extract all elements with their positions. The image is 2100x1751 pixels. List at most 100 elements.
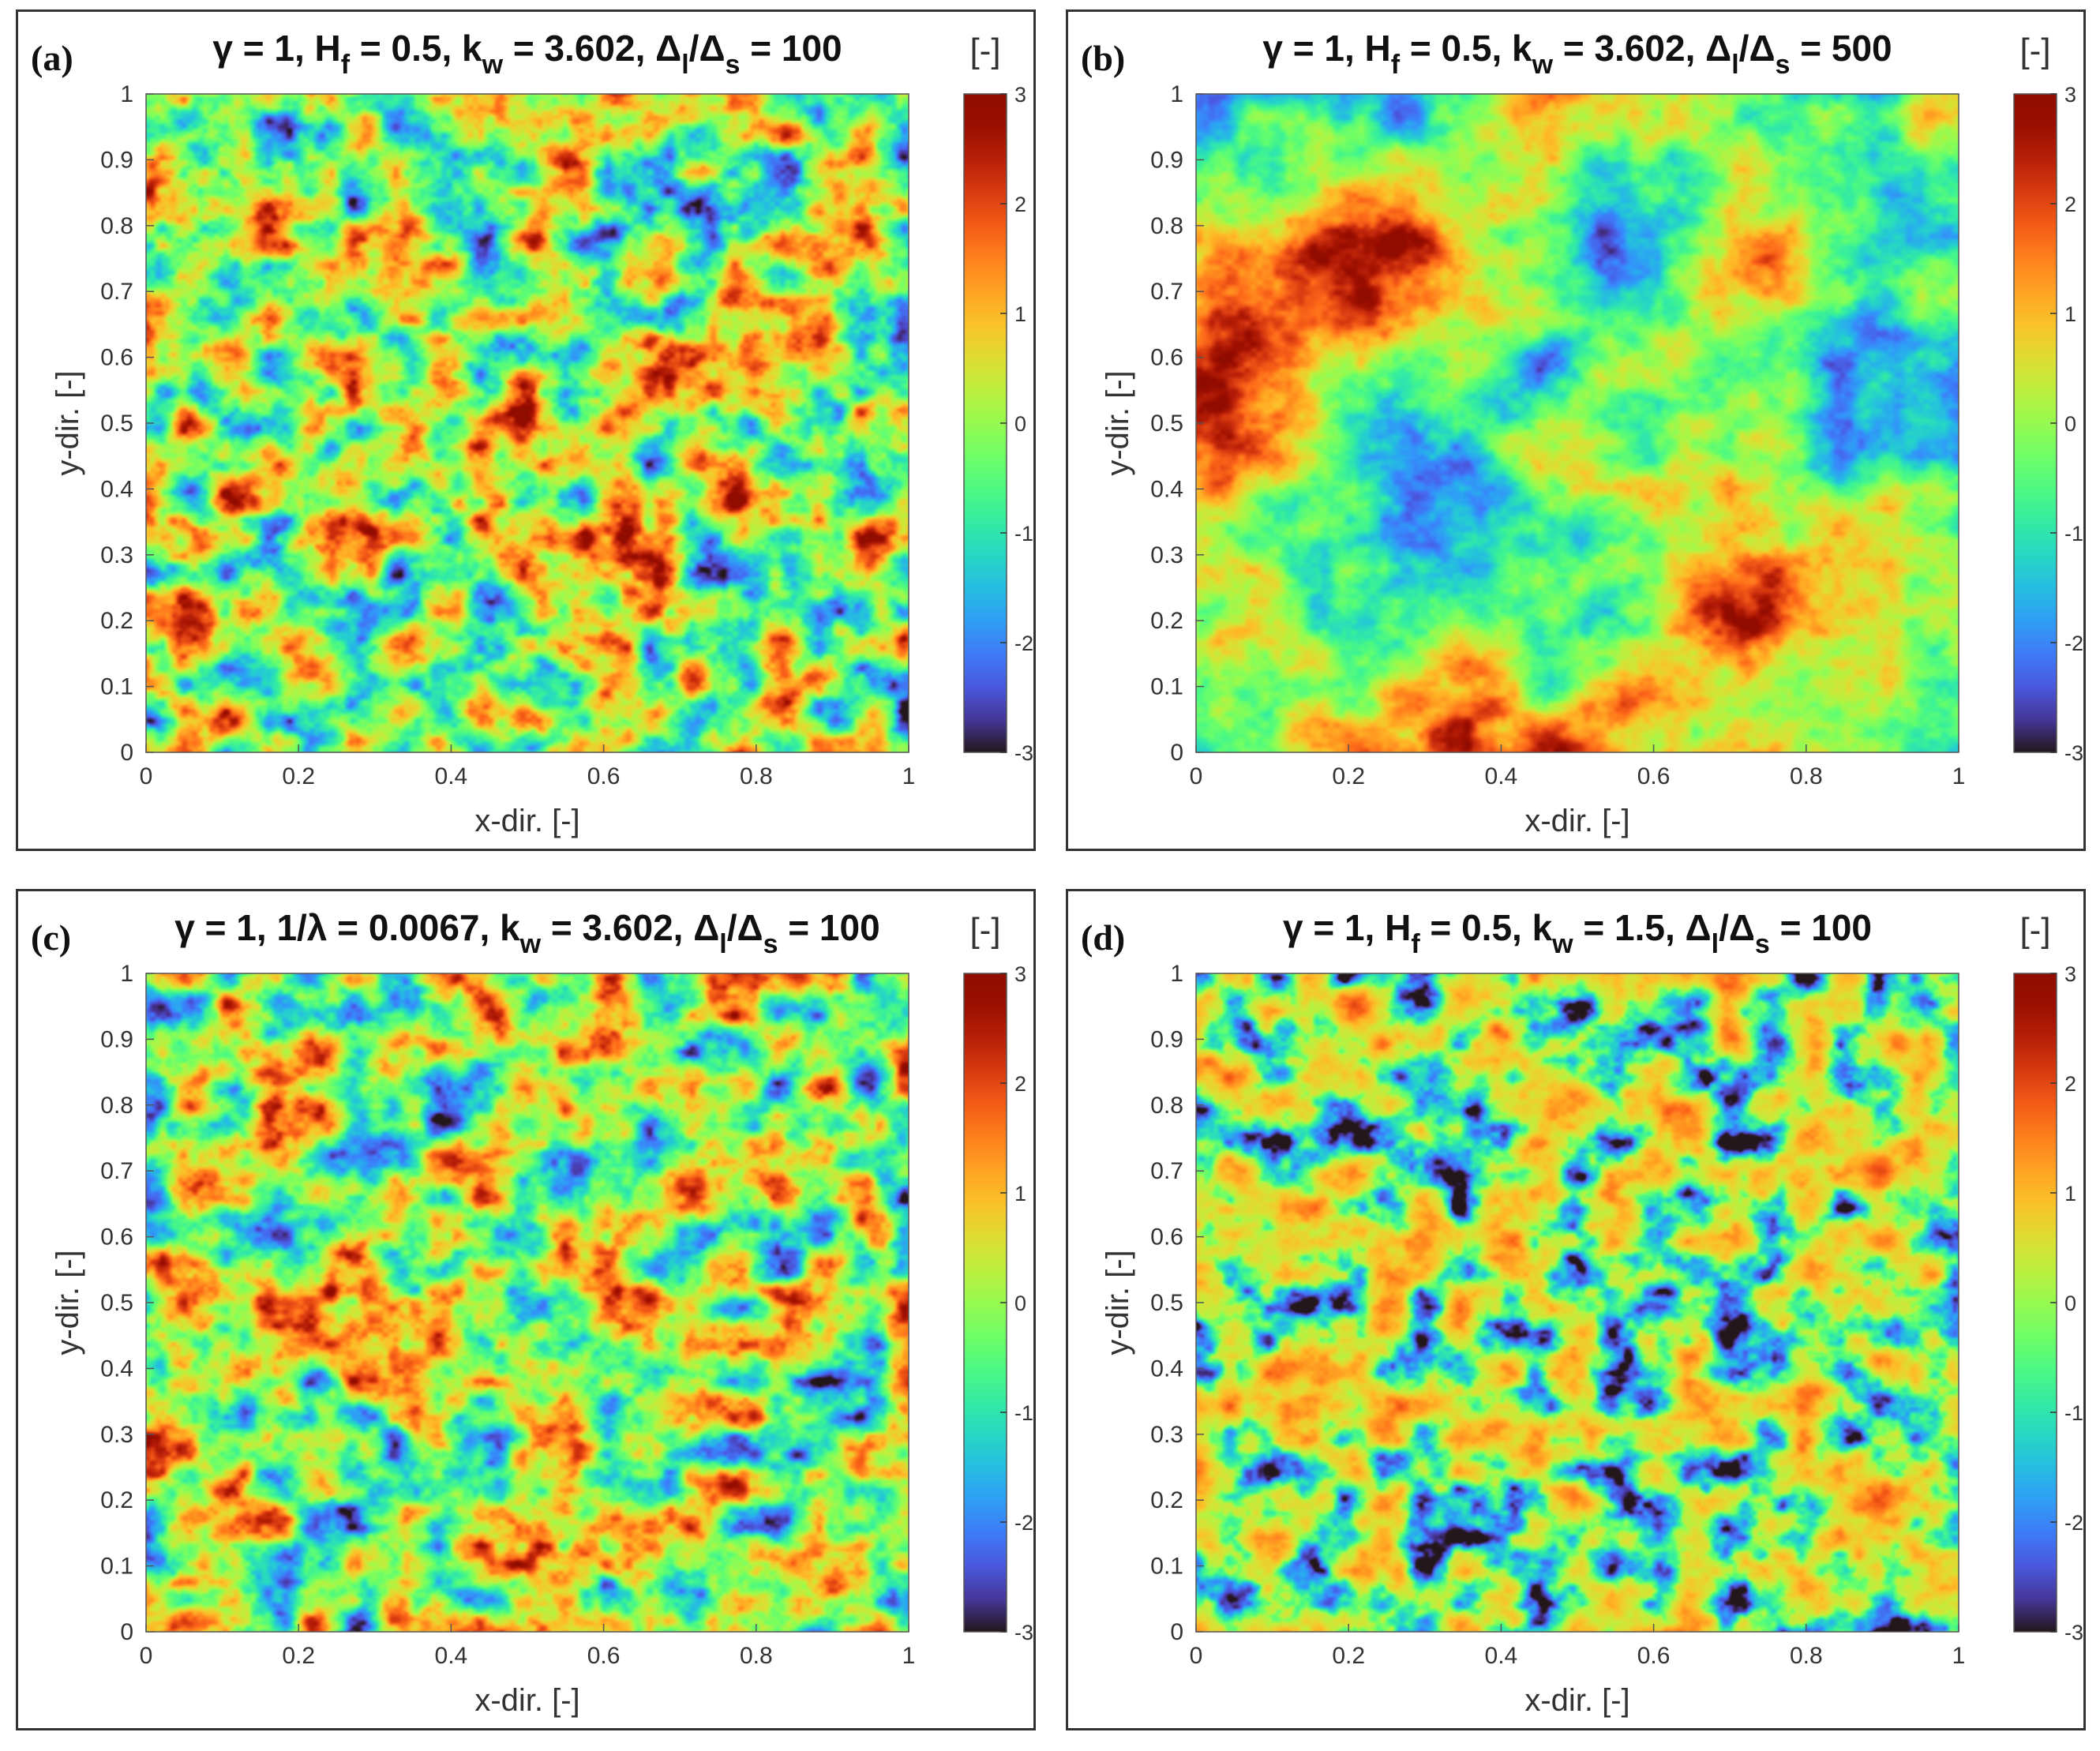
colorbar-tick-label: 0: [1014, 1292, 1026, 1315]
colorbar-tick-label: -2: [2064, 1511, 2083, 1535]
y-tick-label: 0.1: [1150, 1554, 1183, 1580]
colorbar-tick-label: -1: [2064, 522, 2083, 546]
title-segment: = 100: [778, 907, 880, 948]
panel-d: (d) γ = 1, Hf = 0.5, kw = 1.5, Δl/Δs = 10…: [1066, 889, 2086, 1730]
y-tick-label: 0.8: [1150, 1093, 1183, 1119]
y-tick-label: 0.2: [1150, 608, 1183, 634]
title-segment: γ = 1, 1/λ = 0.0067, k: [174, 907, 520, 948]
y-tick-label: 0.7: [100, 1158, 133, 1184]
colorbar: [963, 93, 1007, 753]
x-tick-label: 0.2: [282, 1643, 315, 1669]
y-tick-label: 0.6: [100, 345, 133, 371]
heatmap-field: [146, 973, 909, 1632]
x-axis-label: x-dir. [-]: [474, 1683, 579, 1718]
colorbar-unit-label: [-]: [969, 911, 1000, 950]
y-tick-label: 0.1: [1150, 674, 1183, 700]
title-segment: = 500: [1790, 28, 1892, 69]
title-subscript: s: [1755, 929, 1770, 959]
y-tick-label: 0.2: [100, 1487, 133, 1513]
y-tick-label: 0.2: [100, 608, 133, 634]
title-segment: γ = 1, H: [1283, 907, 1411, 948]
colorbar-tick-label: 0: [1014, 412, 1026, 436]
colorbar-tick-label: -3: [1014, 741, 1033, 765]
colorbar-tick-label: 2: [1014, 193, 1026, 216]
y-tick-label: 0.8: [100, 213, 133, 239]
y-axis-label: y-dir. [-]: [51, 370, 85, 475]
x-tick-label: 0.6: [587, 763, 621, 789]
colorbar: [2013, 973, 2057, 1633]
y-tick-label: 0.3: [100, 542, 133, 568]
x-tick-label: 1: [1952, 1643, 1966, 1669]
colorbar-tick-label: 1: [1014, 1182, 1026, 1205]
chart-svg: (a) γ = 1, Hf = 0.5, kw = 3.602, Δl/Δs = …: [31, 28, 1033, 838]
y-tick-label: 0.4: [1150, 1355, 1183, 1382]
title-segment: = 3.602, Δ: [503, 28, 681, 69]
y-tick-label: 0.7: [1150, 279, 1183, 305]
x-axis-label: x-dir. [-]: [474, 804, 579, 838]
y-tick-label: 0.6: [1150, 345, 1183, 371]
title-subscript: w: [1551, 929, 1573, 959]
panel-label: (a): [31, 38, 73, 78]
y-tick-label: 1: [120, 81, 133, 107]
y-tick-label: 0.6: [1150, 1224, 1183, 1250]
panel-b: (b) γ = 1, Hf = 0.5, kw = 3.602, Δl/Δs = …: [1066, 9, 2086, 851]
heatmap-field: [1196, 973, 1959, 1632]
chart-svg: (d) γ = 1, Hf = 0.5, kw = 1.5, Δl/Δs = 10…: [1081, 907, 2083, 1718]
plot-frame: [145, 973, 909, 1633]
x-tick-label: 0.4: [435, 763, 468, 789]
panel-label: (d): [1081, 917, 1125, 958]
y-tick-label: 0.4: [100, 1355, 133, 1382]
title-segment: = 0.5, k: [1420, 907, 1553, 948]
y-tick-label: 0.1: [100, 674, 133, 700]
title-subscript: l: [1731, 50, 1738, 80]
title-segment: = 100: [740, 28, 842, 69]
y-tick-label: 0.9: [100, 147, 133, 173]
x-tick-label: 0.6: [1637, 1643, 1671, 1669]
title-subscript: w: [519, 929, 542, 959]
y-tick-label: 0.5: [1150, 1290, 1183, 1316]
colorbar-tick-label: 0: [2064, 412, 2076, 436]
x-tick-label: 0.8: [740, 1643, 773, 1669]
x-tick-label: 1: [902, 1643, 916, 1669]
title-segment: /Δ: [1739, 28, 1776, 69]
colorbar-tick-label: -3: [1014, 1621, 1033, 1644]
y-tick-label: 1: [1170, 81, 1183, 107]
title-subscript: f: [341, 50, 351, 80]
colorbar-unit-label: [-]: [2019, 911, 2050, 950]
colorbar-tick-label: -1: [1014, 522, 1033, 546]
title-subscript: w: [1532, 50, 1554, 80]
title-segment: /Δ: [727, 907, 763, 948]
title-subscript: l: [681, 50, 688, 80]
colorbar-tick-label: 3: [2064, 83, 2076, 107]
panel-a: (a) γ = 1, Hf = 0.5, kw = 3.602, Δl/Δs = …: [16, 9, 1036, 851]
y-tick-label: 1: [120, 961, 133, 987]
colorbar-tick-label: 1: [2064, 302, 2076, 326]
colorbar-tick-label: 3: [1014, 962, 1026, 986]
plot-frame: [1195, 93, 1959, 753]
title-segment: = 1.5, Δ: [1573, 907, 1712, 948]
colorbar-tick-label: 1: [2064, 1182, 2076, 1205]
y-tick-label: 0.1: [100, 1554, 133, 1580]
colorbar: [963, 973, 1007, 1633]
y-tick-label: 0.3: [1150, 1422, 1183, 1448]
x-tick-label: 0.8: [1790, 763, 1823, 789]
panel-label: (b): [1081, 38, 1125, 78]
colorbar-unit-label: [-]: [2019, 32, 2050, 70]
chart-title: γ = 1, 1/λ = 0.0067, kw = 3.602, Δl/Δs =…: [174, 907, 879, 959]
y-tick-label: 0.5: [100, 1290, 133, 1316]
chart-svg: (c) γ = 1, 1/λ = 0.0067, kw = 3.602, Δl/Δ…: [31, 907, 1033, 1718]
y-tick-label: 0.3: [100, 1422, 133, 1448]
y-tick-label: 0.7: [1150, 1158, 1183, 1184]
x-tick-label: 0: [140, 763, 153, 789]
x-tick-label: 0.6: [1637, 763, 1671, 789]
colorbar-tick-label: -1: [2064, 1401, 2083, 1425]
title-segment: = 3.602, Δ: [1553, 28, 1731, 69]
y-tick-label: 0.5: [100, 411, 133, 437]
colorbar-tick-label: -3: [2064, 741, 2083, 765]
title-segment: = 0.5, k: [1400, 28, 1532, 69]
x-tick-label: 0.4: [1485, 763, 1518, 789]
y-tick-label: 0.9: [1150, 147, 1183, 173]
y-tick-label: 0.9: [1150, 1026, 1183, 1052]
y-tick-label: 0.5: [1150, 411, 1183, 437]
chart-title: γ = 1, Hf = 0.5, kw = 3.602, Δl/Δs = 500: [1262, 28, 1892, 80]
